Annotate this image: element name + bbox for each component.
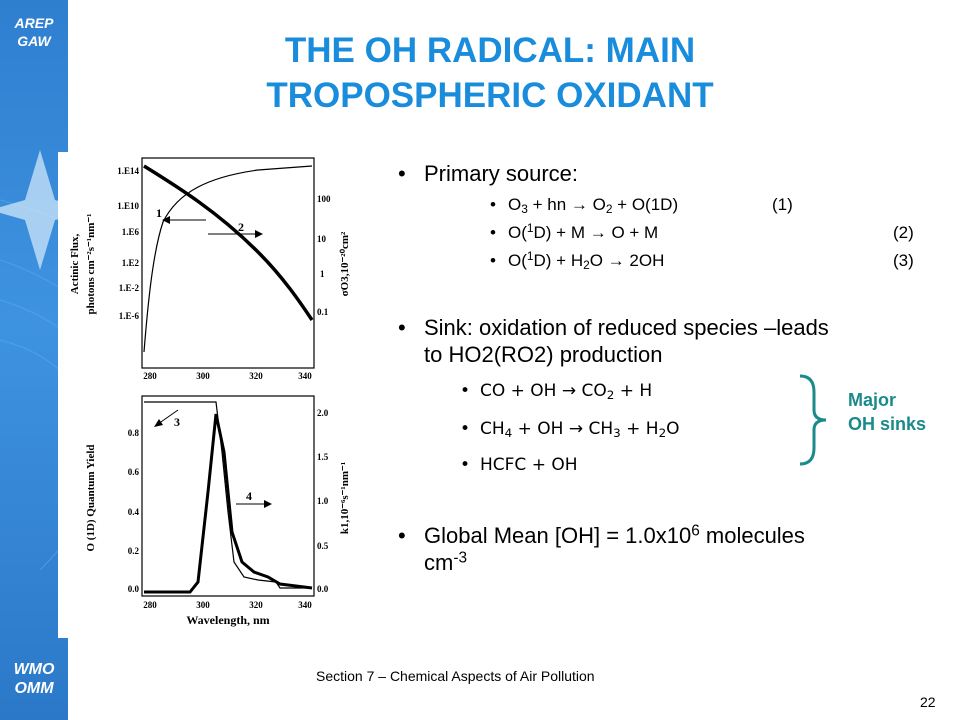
bottom-x-tick: 300 <box>196 600 210 610</box>
top-left-tick: 1.E14 <box>117 166 139 176</box>
bottom-y-left-label: O (1D) Quantum Yield <box>85 444 97 551</box>
photolysis-figure: 1.E14 1.E10 1.E6 1.E2 1.E-2 1.E-6 100 10… <box>58 152 358 638</box>
curve-4-label: 4 <box>246 489 252 503</box>
sink-ch4: CH4 + OH → CH3 + H2O <box>460 418 680 440</box>
curve-2-label: 2 <box>238 220 244 234</box>
bottom-right-tick: 2.0 <box>317 408 329 418</box>
top-right-tick: 1 <box>320 269 325 279</box>
bullet-primary-source: Primary source: <box>398 160 578 187</box>
title-line-2: TROPOSPHERIC OXIDANT <box>266 76 714 115</box>
curve-1-label: 1 <box>156 206 162 220</box>
bottom-left-tick: 0.8 <box>128 428 140 438</box>
bottom-x-tick: 320 <box>249 600 263 610</box>
slide-title: THE OH RADICAL: MAIN TROPOSPHERIC OXIDAN… <box>150 28 830 118</box>
top-left-tick: 1.E2 <box>122 258 140 268</box>
actinic-flux-curve <box>143 165 313 353</box>
top-panel-frame <box>141 157 315 369</box>
top-y-left-label: Actinic Flux, <box>69 234 81 295</box>
bottom-left-tick: 0.0 <box>128 584 140 594</box>
bottom-panel-frame <box>141 395 315 597</box>
bullet-global-mean: Global Mean [OH] = 1.0x106 molecules cm-… <box>398 522 944 576</box>
top-x-tick: 280 <box>143 371 157 381</box>
bottom-right-tick: 0.5 <box>317 541 329 551</box>
sidebar-band <box>0 0 68 720</box>
bottom-left-tick: 0.2 <box>128 546 140 556</box>
top-left-tick: 1.E-2 <box>119 283 140 293</box>
bottom-left-tick: 0.6 <box>128 467 140 477</box>
curve-3-label: 3 <box>174 415 180 429</box>
top-left-tick: 1.E10 <box>117 201 139 211</box>
top-left-tick: 1.E-6 <box>119 311 140 321</box>
reaction-3: O(1D) + H2O → 2OH(3) <box>490 250 948 272</box>
top-right-tick: 10 <box>317 234 327 244</box>
page-number: 22 <box>920 694 936 710</box>
top-y-left-label-units: photons cm⁻²s⁻¹nm⁻¹ <box>85 214 97 315</box>
top-y-right-label: σO3,10⁻²⁰cm² <box>339 231 351 296</box>
title-line-1: THE OH RADICAL: MAIN <box>284 31 696 70</box>
ozone-cross-section-curve <box>143 164 314 321</box>
top-right-tick: 100 <box>317 194 331 204</box>
top-x-tick: 320 <box>249 371 263 381</box>
reaction-1: O3 + hn → O2 + O(1D)(1) <box>490 194 948 216</box>
figure-svg: 1.E14 1.E10 1.E6 1.E2 1.E-2 1.E-6 100 10… <box>69 157 351 627</box>
reaction-2: O(1D) + M → O + M(2) <box>490 222 948 244</box>
photolysis-rate-curve <box>144 413 313 594</box>
bottom-x-tick: 280 <box>143 600 157 610</box>
bottom-x-tick: 340 <box>298 600 312 610</box>
wmo-omm-logo: WMO OMM <box>13 661 55 697</box>
x-axis-label: Wavelength, nm <box>186 613 269 627</box>
bottom-right-tick: 1.5 <box>317 452 329 462</box>
footer-section: Section 7 – Chemical Aspects of Air Poll… <box>316 668 595 684</box>
sink-hcfc: HCFC + OH <box>460 454 577 476</box>
major-oh-sinks-annotation: Major OH sinks <box>848 390 927 434</box>
bottom-left-tick: 0.4 <box>128 507 140 517</box>
top-x-tick: 340 <box>298 371 312 381</box>
bottom-right-tick: 0.0 <box>317 584 329 594</box>
top-right-tick: 0.1 <box>317 307 329 317</box>
bottom-right-tick: 1.0 <box>317 496 329 506</box>
sinks-brace <box>799 374 827 466</box>
bullet-sink: Sink: oxidation of reduced species –lead… <box>398 314 944 368</box>
sink-co: CO + OH → CO2 + H <box>460 380 652 402</box>
top-x-tick: 300 <box>196 371 210 381</box>
top-left-tick: 1.E6 <box>122 227 140 237</box>
arep-gaw-logo: AREP GAW <box>14 15 54 49</box>
bottom-y-right-label: k1,10⁻⁶s⁻¹nm⁻¹ <box>339 462 351 534</box>
